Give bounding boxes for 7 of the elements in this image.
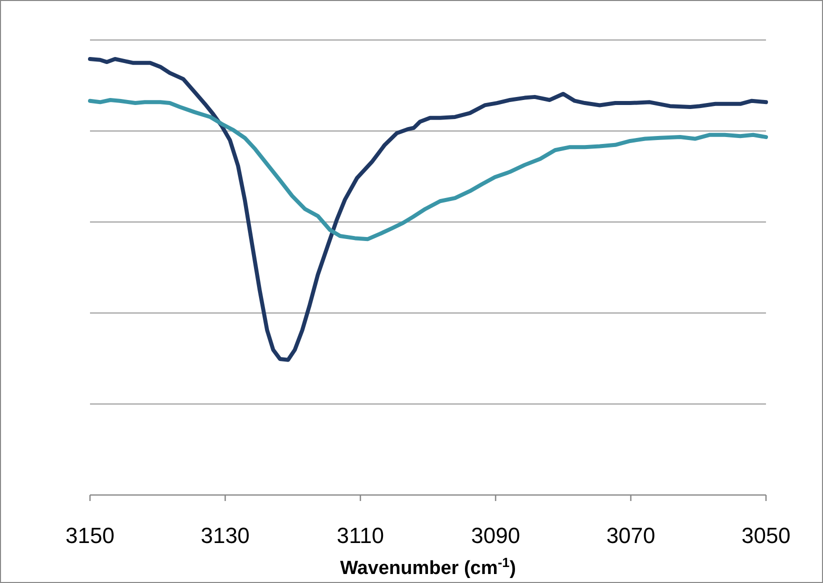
- x-tick-label: 3110: [336, 523, 384, 548]
- x-tick-label: 3070: [606, 523, 656, 548]
- x-tick-label: 3130: [200, 523, 250, 548]
- x-tick-label: 3150: [66, 523, 114, 548]
- x-tick-label: 3050: [742, 523, 790, 548]
- x-tick-label: 3090: [471, 523, 520, 548]
- x-axis-title: Wavenumber (cm$^{-1}$): [340, 554, 516, 579]
